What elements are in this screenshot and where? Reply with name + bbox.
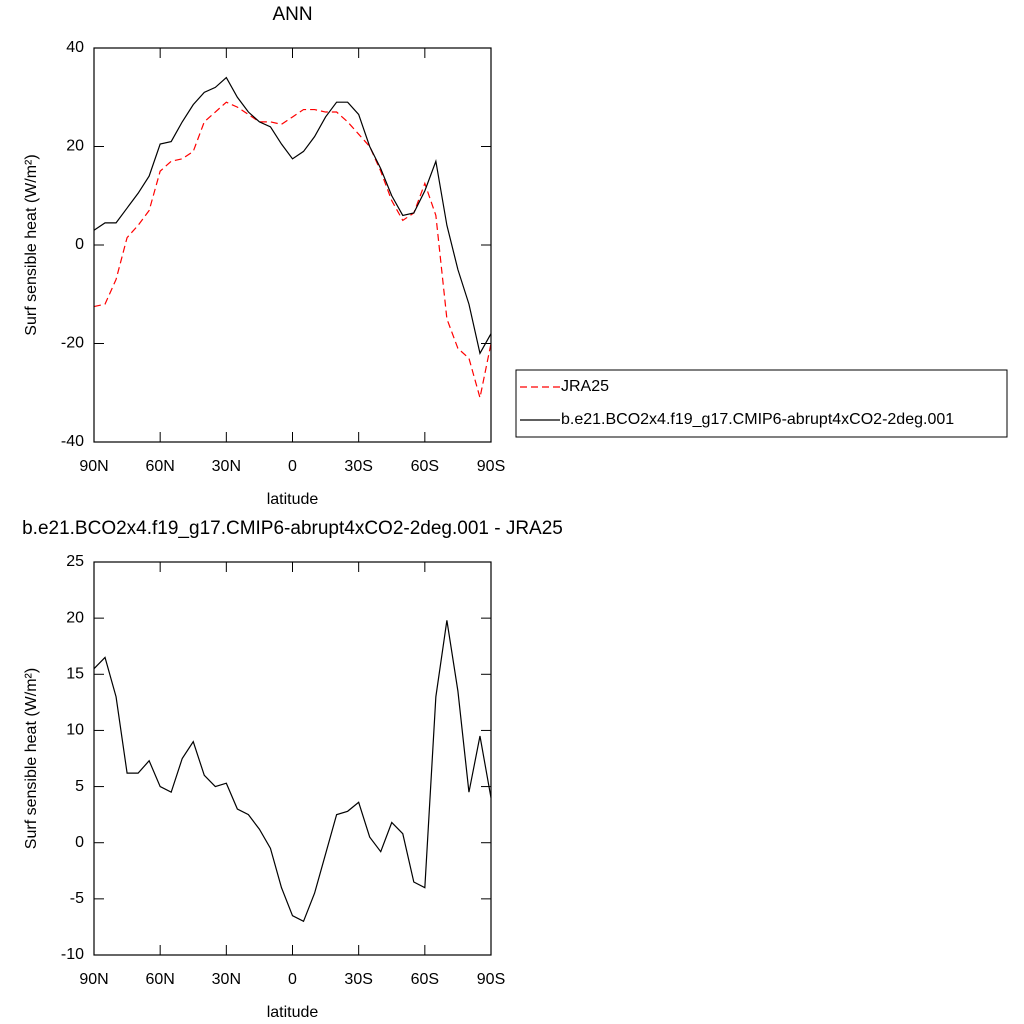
y-axis-label: Surf sensible heat (W/m²) bbox=[23, 154, 40, 335]
y-tick-label: 40 bbox=[66, 39, 84, 56]
y-tick-label: 25 bbox=[66, 553, 84, 570]
x-axis-label: latitude bbox=[267, 1004, 319, 1021]
y-tick-label: -10 bbox=[61, 946, 84, 963]
x-tick-label: 60S bbox=[411, 458, 439, 475]
x-tick-label: 30N bbox=[212, 971, 241, 988]
chart-title: b.e21.BCO2x4.f19_g17.CMIP6-abrupt4xCO2-2… bbox=[22, 518, 563, 539]
y-tick-label: 5 bbox=[75, 778, 84, 795]
x-axis-label: latitude bbox=[267, 491, 319, 508]
y-tick-label: 0 bbox=[75, 236, 84, 253]
y-tick-label: 0 bbox=[75, 834, 84, 851]
legend-label: b.e21.BCO2x4.f19_g17.CMIP6-abrupt4xCO2-2… bbox=[561, 411, 954, 428]
x-tick-label: 90N bbox=[79, 971, 108, 988]
x-tick-label: 60S bbox=[411, 971, 439, 988]
plot-frame bbox=[93, 47, 492, 443]
y-tick-label: -20 bbox=[61, 335, 84, 352]
y-tick-label: 20 bbox=[66, 609, 84, 626]
plot-frame bbox=[93, 561, 492, 956]
y-tick-label: 15 bbox=[66, 666, 84, 683]
x-tick-label: 90N bbox=[79, 458, 108, 475]
series-line bbox=[93, 101, 492, 398]
x-tick-label: 90S bbox=[477, 971, 505, 988]
x-tick-label: 30N bbox=[212, 458, 241, 475]
x-tick-label: 30S bbox=[344, 971, 372, 988]
y-tick-label: -5 bbox=[70, 890, 84, 907]
x-tick-label: 90S bbox=[477, 458, 505, 475]
x-tick-label: 60N bbox=[145, 971, 174, 988]
x-tick-label: 0 bbox=[288, 971, 297, 988]
x-tick-label: 60N bbox=[145, 458, 174, 475]
x-tick-label: 30S bbox=[344, 458, 372, 475]
legend-box bbox=[515, 369, 1008, 438]
y-axis-label: Surf sensible heat (W/m²) bbox=[23, 668, 40, 849]
legend-label: JRA25 bbox=[561, 378, 609, 395]
series-line bbox=[93, 620, 492, 923]
y-tick-label: 20 bbox=[66, 138, 84, 155]
y-tick-label: -40 bbox=[61, 433, 84, 450]
x-tick-label: 0 bbox=[288, 458, 297, 475]
y-tick-label: 10 bbox=[66, 722, 84, 739]
series-line bbox=[93, 76, 492, 356]
chart-title: ANN bbox=[272, 4, 312, 25]
